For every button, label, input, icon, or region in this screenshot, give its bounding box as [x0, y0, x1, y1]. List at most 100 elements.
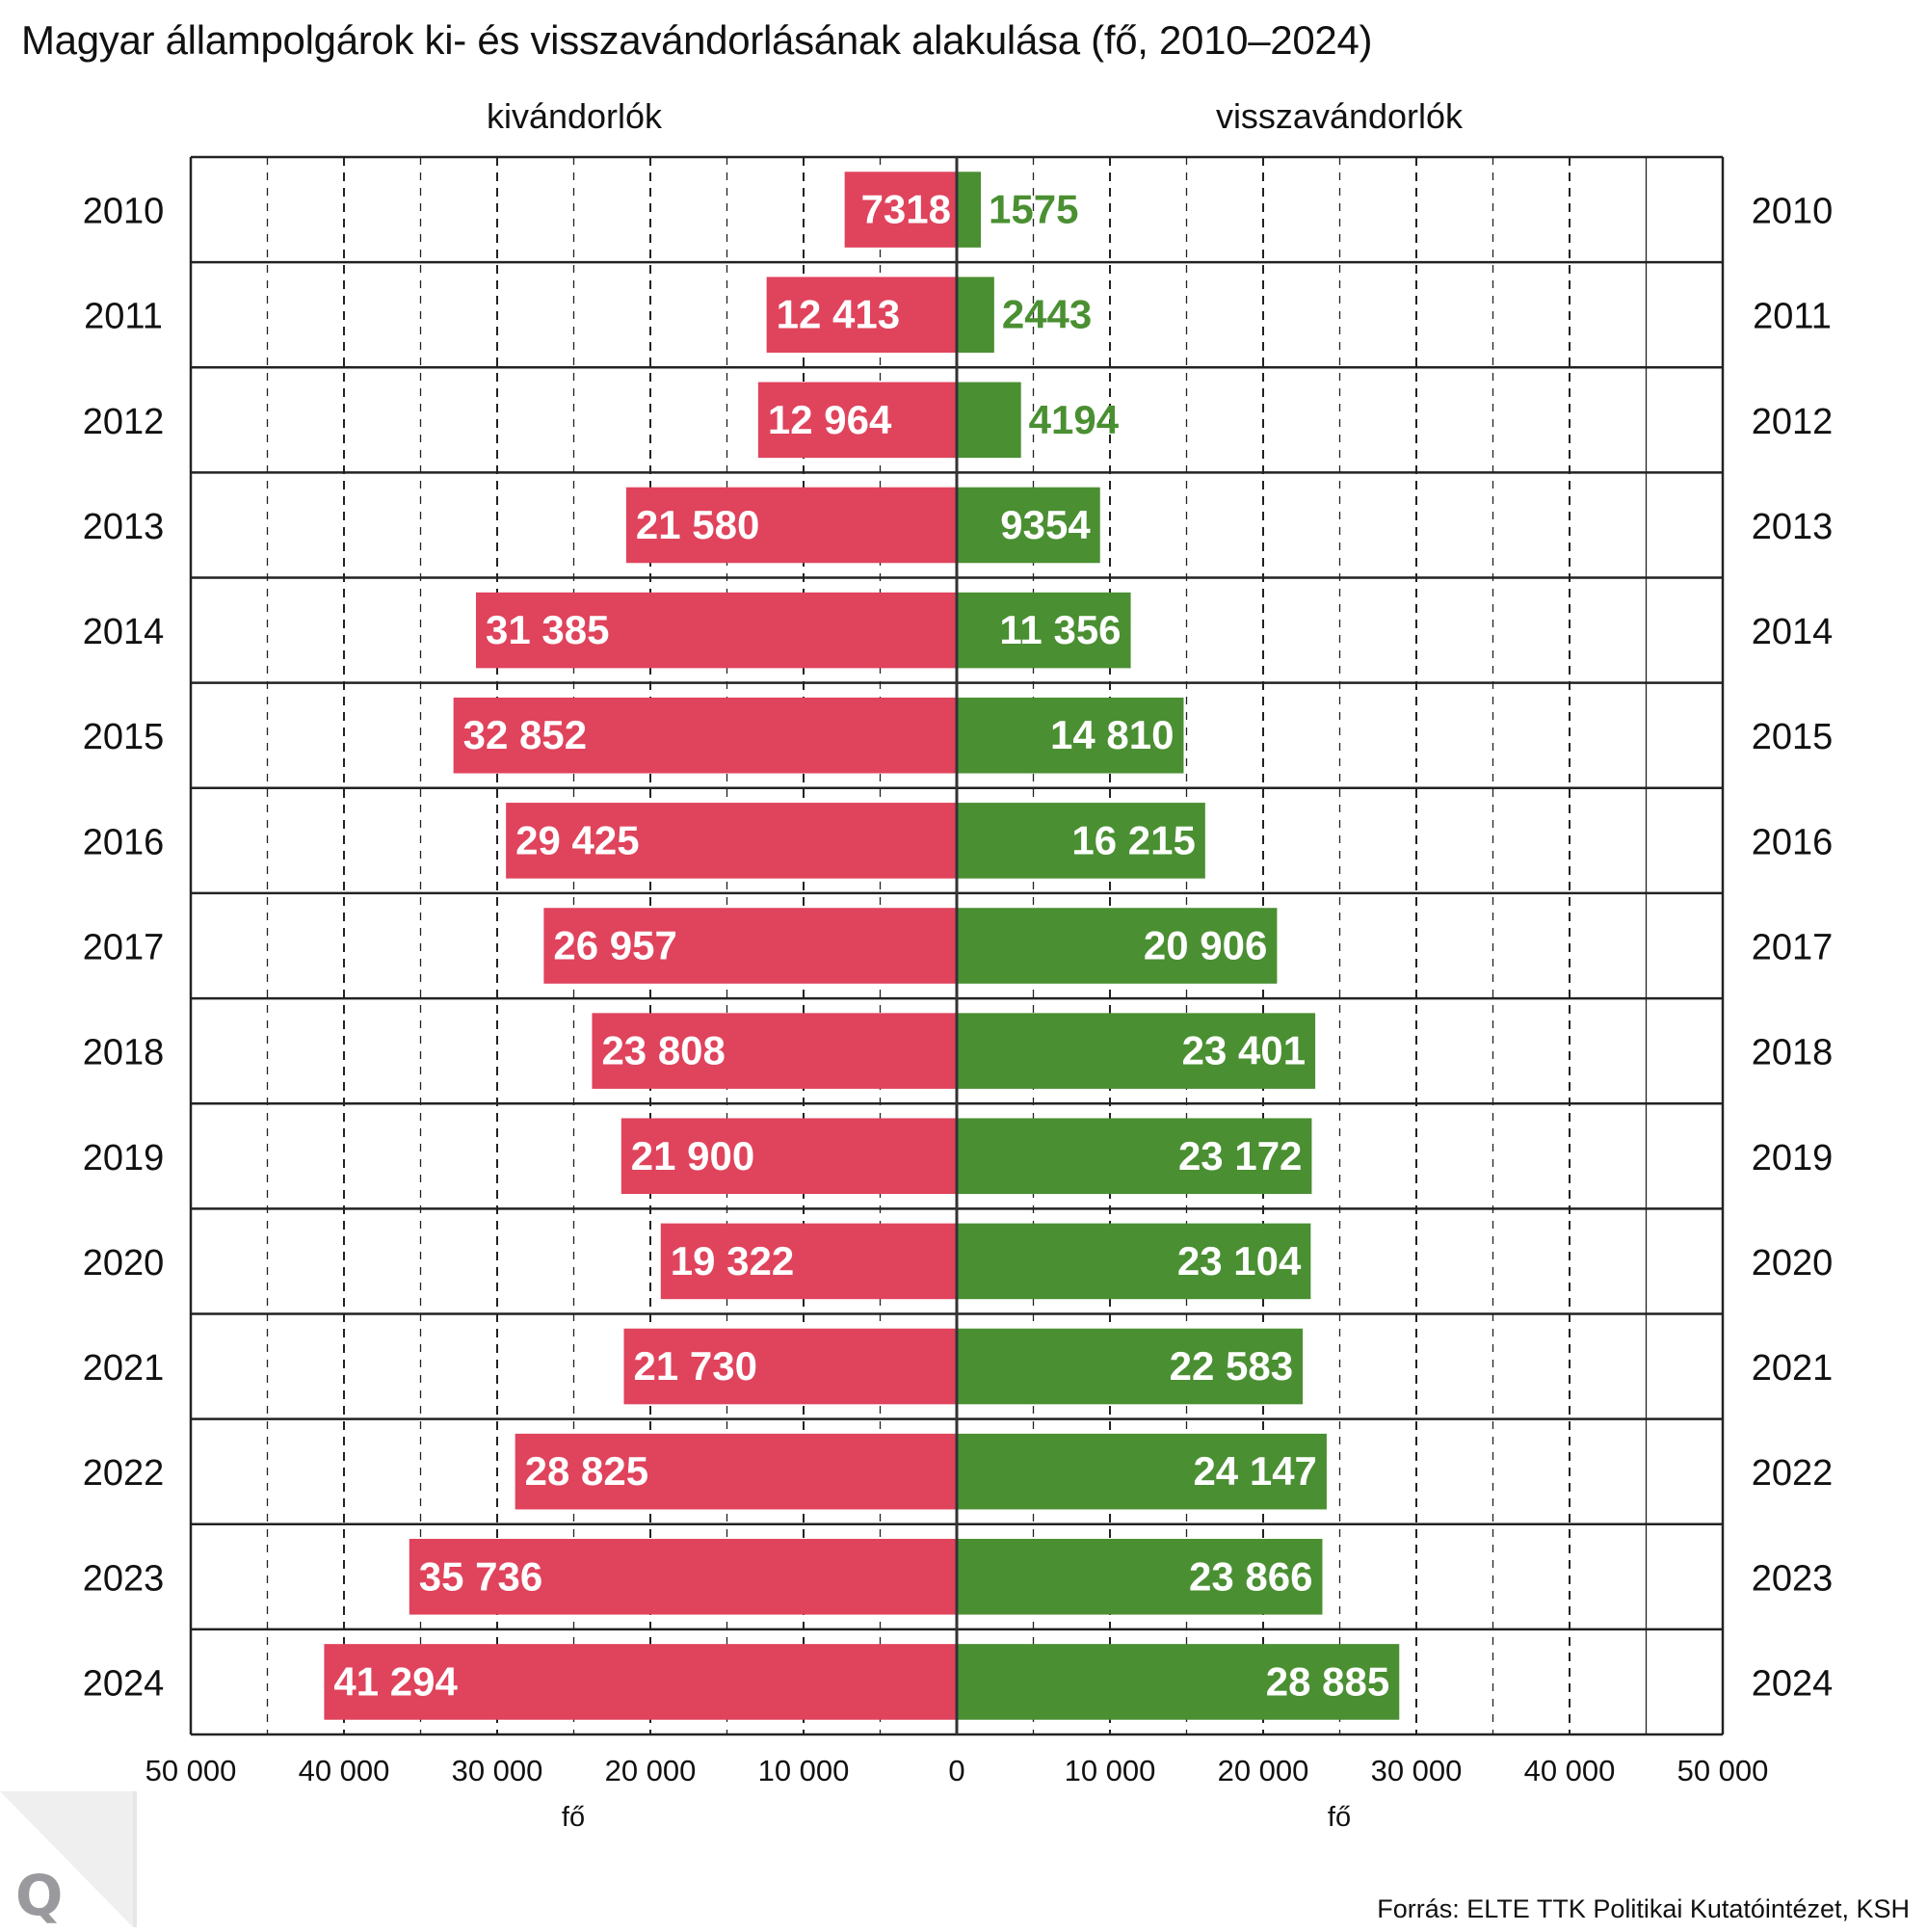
left-axis-unit-label: fő: [561, 1802, 586, 1833]
year-label-right: 2014: [1752, 612, 1834, 652]
year-label-right: 2013: [1752, 507, 1834, 547]
bar-emigrants-2013: [625, 487, 957, 564]
logo-letter: Q: [15, 1863, 63, 1927]
x-tick-label: 10 000: [1065, 1754, 1156, 1787]
year-label-right: 2018: [1752, 1033, 1834, 1073]
right-axis-unit-label: fő: [1327, 1802, 1352, 1833]
year-label-left: 2021: [83, 1348, 165, 1389]
label-emigrants-2024: 41 294: [333, 1658, 458, 1704]
bar-emigrants-2015: [453, 697, 957, 774]
year-label-left: 2011: [84, 297, 163, 337]
year-label-right: 2022: [1752, 1453, 1834, 1494]
label-returnees-2015: 14 810: [1050, 712, 1174, 757]
label-emigrants-2023: 35 736: [419, 1553, 542, 1599]
bar-returnees-2015: [957, 697, 1184, 774]
bar-emigrants-2019: [620, 1118, 957, 1195]
label-returnees-2019: 23 172: [1178, 1133, 1302, 1178]
left-header-emigrants: kivándorlók: [486, 96, 663, 136]
bar-emigrants-2020: [660, 1223, 957, 1300]
label-emigrants-2015: 32 852: [463, 712, 587, 757]
label-returnees-2022: 24 147: [1193, 1448, 1316, 1494]
year-label-right: 2010: [1752, 192, 1834, 232]
bar-emigrants-2021: [623, 1328, 957, 1405]
chart-title: Magyar állampolgárok ki- és visszavándor…: [21, 17, 1373, 63]
year-label-right: 2020: [1752, 1243, 1834, 1284]
bar-returnees-2019: [957, 1118, 1312, 1195]
label-returnees-2023: 23 866: [1189, 1553, 1312, 1599]
label-emigrants-2018: 23 808: [601, 1028, 725, 1073]
x-tick-label: 10 000: [758, 1754, 850, 1787]
bar-emigrants-2022: [515, 1433, 957, 1510]
label-returnees-2018: 23 401: [1182, 1028, 1306, 1073]
bar-returnees-2012: [957, 382, 1021, 459]
bar-returnees-2016: [957, 803, 1205, 879]
bar-emigrants-2011: [766, 277, 957, 353]
x-tick-label: 40 000: [1524, 1754, 1616, 1787]
label-emigrants-2014: 31 385: [486, 607, 609, 652]
label-returnees-2010: 1575: [989, 187, 1078, 232]
label-emigrants-2019: 21 900: [631, 1133, 754, 1178]
label-emigrants-2011: 12 413: [777, 292, 900, 337]
bar-returnees-2010: [957, 172, 982, 248]
bar-returnees-2023: [957, 1539, 1323, 1615]
year-label-left: 2010: [83, 192, 165, 232]
label-emigrants-2013: 21 580: [636, 502, 759, 547]
label-emigrants-2020: 19 322: [671, 1238, 794, 1284]
year-label-right: 2021: [1752, 1348, 1834, 1389]
label-returnees-2013: 9354: [1000, 502, 1091, 547]
bar-returnees-2014: [957, 592, 1131, 669]
source-note: Forrás: ELTE TTK Politikai Kutatóintézet…: [1377, 1894, 1910, 1923]
bar-returnees-2017: [957, 908, 1278, 984]
year-label-left: 2013: [83, 507, 165, 547]
x-tick-label: 30 000: [452, 1754, 543, 1787]
label-returnees-2024: 28 885: [1266, 1658, 1389, 1704]
x-tick-label: 40 000: [299, 1754, 390, 1787]
bar-emigrants-2017: [543, 908, 957, 984]
bar-returnees-2020: [957, 1223, 1311, 1300]
logo-edge: [133, 1791, 137, 1927]
bar-emigrants-2018: [592, 1013, 957, 1089]
year-label-right: 2017: [1752, 928, 1834, 968]
label-returnees-2020: 23 104: [1177, 1238, 1302, 1284]
logo-triangle: [0, 1791, 133, 1927]
label-emigrants-2010: 7318: [861, 187, 951, 232]
bar-emigrants-2024: [324, 1644, 957, 1720]
label-returnees-2014: 11 356: [999, 607, 1121, 652]
x-tick-label: 20 000: [1218, 1754, 1309, 1787]
year-label-right: 2024: [1752, 1663, 1834, 1704]
x-tick-label: 50 000: [1677, 1754, 1769, 1787]
year-label-right: 2015: [1752, 717, 1834, 757]
year-label-right: 2023: [1752, 1558, 1834, 1599]
year-label-left: 2019: [83, 1138, 165, 1178]
label-emigrants-2016: 29 425: [515, 817, 639, 862]
year-label-right: 2011: [1753, 297, 1832, 337]
label-returnees-2017: 20 906: [1144, 923, 1267, 968]
bar-emigrants-2012: [757, 382, 957, 459]
year-label-right: 2019: [1752, 1138, 1834, 1178]
right-header-returnees: visszavándorlók: [1215, 96, 1464, 136]
year-label-left: 2014: [83, 612, 165, 652]
year-label-left: 2012: [83, 402, 165, 442]
year-label-left: 2018: [83, 1033, 165, 1073]
label-emigrants-2021: 21 730: [633, 1343, 756, 1389]
year-label-right: 2016: [1752, 822, 1834, 862]
year-label-right: 2012: [1752, 402, 1834, 442]
bar-returnees-2018: [957, 1013, 1316, 1089]
year-label-left: 2016: [83, 822, 165, 862]
year-label-left: 2023: [83, 1558, 165, 1599]
bar-emigrants-2014: [475, 592, 957, 669]
x-tick-label: 30 000: [1371, 1754, 1463, 1787]
bar-returnees-2021: [957, 1328, 1304, 1405]
x-tick-label: 0: [948, 1754, 964, 1787]
year-label-left: 2022: [83, 1453, 165, 1494]
label-returnees-2012: 4194: [1029, 397, 1120, 442]
year-label-left: 2017: [83, 928, 165, 968]
label-returnees-2016: 16 215: [1071, 817, 1195, 862]
bar-returnees-2013: [957, 487, 1100, 564]
label-returnees-2021: 22 583: [1170, 1343, 1293, 1389]
year-label-left: 2024: [83, 1663, 165, 1704]
x-tick-label: 20 000: [605, 1754, 697, 1787]
year-label-left: 2015: [83, 717, 165, 757]
bar-emigrants-2010: [844, 172, 957, 248]
bar-emigrants-2023: [409, 1539, 957, 1615]
